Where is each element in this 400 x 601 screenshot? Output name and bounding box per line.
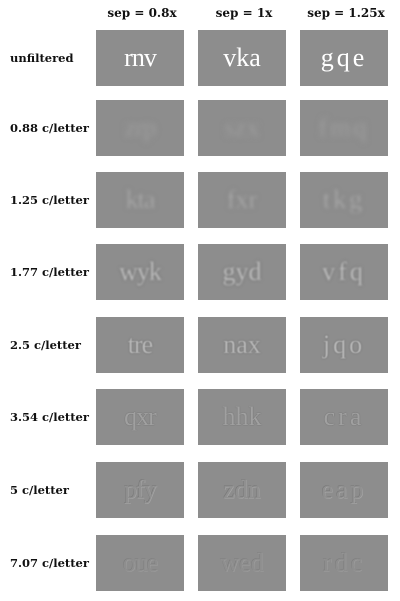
stimulus-panel: hhk bbox=[198, 389, 286, 445]
row-label: 3.54 c/letter bbox=[10, 409, 96, 425]
stimulus-word: rdc bbox=[323, 548, 365, 578]
stimulus-word: tre bbox=[128, 330, 152, 360]
row-label: 1.77 c/letter bbox=[10, 264, 96, 280]
stimulus-panel: qxr bbox=[96, 389, 184, 445]
stimulus-word: fmq bbox=[319, 113, 370, 143]
stimulus-panel: szx bbox=[198, 100, 286, 156]
stimulus-panel: zrp bbox=[96, 100, 184, 156]
row-label: 1.25 c/letter bbox=[10, 192, 96, 208]
stimulus-word: szx bbox=[225, 113, 260, 143]
stimulus-word: tkg bbox=[323, 185, 365, 215]
stimulus-panel: zdn bbox=[198, 462, 286, 518]
stimulus-panel: vka bbox=[198, 30, 286, 86]
column-header-sep-1-25x: sep = 1.25x bbox=[300, 6, 392, 20]
stimulus-word: eap bbox=[321, 475, 366, 505]
stimulus-panel: tre bbox=[96, 317, 184, 373]
column-header-sep-0-8x: sep = 0.8x bbox=[96, 6, 188, 20]
stimulus-panel: cra bbox=[300, 389, 388, 445]
stimulus-word: qxr bbox=[124, 402, 156, 432]
stimulus-word: rnv bbox=[124, 43, 156, 73]
stimulus-panel: fmq bbox=[300, 100, 388, 156]
stimulus-panel: jqo bbox=[300, 317, 388, 373]
stimulus-panel: eap bbox=[300, 462, 388, 518]
stimulus-word: vka bbox=[223, 43, 261, 73]
column-header-sep-1x: sep = 1x bbox=[198, 6, 290, 20]
stimulus-panel: gqe bbox=[300, 30, 388, 86]
stimulus-panel: nax bbox=[198, 317, 286, 373]
stimulus-word: cra bbox=[324, 402, 365, 432]
stimulus-panel: gyd bbox=[198, 244, 286, 300]
stimulus-panel: vfq bbox=[300, 244, 388, 300]
row-label: 2.5 c/letter bbox=[10, 337, 96, 353]
stimulus-word: zdn bbox=[223, 475, 261, 505]
row-label: 0.88 c/letter bbox=[10, 120, 96, 136]
stimulus-panel: tkg bbox=[300, 172, 388, 228]
stimulus-panel: fxr bbox=[198, 172, 286, 228]
stimulus-word: jqo bbox=[323, 330, 365, 360]
stimulus-word: vfq bbox=[322, 257, 366, 287]
row-label: 7.07 c/letter bbox=[10, 555, 96, 571]
stimulus-word: gqe bbox=[321, 43, 368, 73]
stimulus-word: wed bbox=[220, 548, 263, 578]
stimulus-panel: oue bbox=[96, 535, 184, 591]
stimulus-panel: rdc bbox=[300, 535, 388, 591]
stimulus-word: gyd bbox=[223, 257, 262, 287]
stimulus-panel: wyk bbox=[96, 244, 184, 300]
stimulus-panel: wed bbox=[198, 535, 286, 591]
stimulus-word: fxr bbox=[227, 185, 257, 215]
stimulus-panel: pfy bbox=[96, 462, 184, 518]
stimulus-word: zrp bbox=[125, 113, 155, 143]
stimulus-panel: kta bbox=[96, 172, 184, 228]
stimulus-word: hhk bbox=[223, 402, 262, 432]
row-label: unfiltered bbox=[10, 50, 96, 66]
stimulus-word: kta bbox=[126, 185, 155, 215]
stimulus-panel: rnv bbox=[96, 30, 184, 86]
stimulus-word: wyk bbox=[119, 257, 161, 287]
stimulus-word: pfy bbox=[124, 475, 156, 505]
stimulus-word: nax bbox=[223, 330, 261, 360]
row-label: 5 c/letter bbox=[10, 482, 96, 498]
stimulus-word: oue bbox=[123, 548, 158, 578]
